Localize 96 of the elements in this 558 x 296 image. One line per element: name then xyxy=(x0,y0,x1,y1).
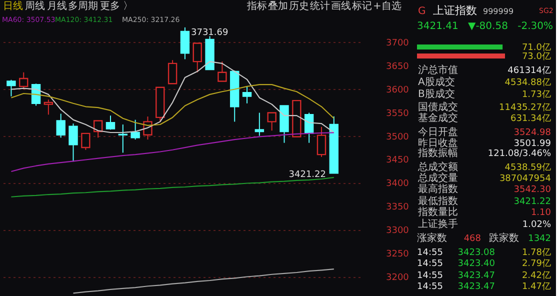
candlestick xyxy=(6,79,16,97)
candlestick xyxy=(267,112,276,132)
text: 3542.30 xyxy=(514,185,552,195)
text: 461314亿 xyxy=(508,65,551,76)
text: +自选 xyxy=(373,0,402,12)
y-tick-label: 3700 xyxy=(386,38,410,48)
candlestick xyxy=(168,60,178,84)
text: 14:55 xyxy=(417,271,443,281)
text: 1.73亿 xyxy=(522,89,551,100)
text: 3423.08 xyxy=(458,248,496,258)
candlestick xyxy=(118,124,128,154)
annotation: 月线 xyxy=(47,0,67,12)
text: 昨日收盘 xyxy=(418,137,458,149)
text: 标记 xyxy=(351,0,372,12)
candlestick xyxy=(192,42,202,73)
text: A股成交 xyxy=(418,76,455,88)
annotation: 日线 xyxy=(3,0,23,12)
text: 2.79亿 xyxy=(522,258,551,269)
annotation: 3731.69 xyxy=(191,28,228,38)
text: B股成交 xyxy=(418,88,455,100)
text: -2.30% xyxy=(518,21,553,32)
text: 631.34亿 xyxy=(510,113,551,124)
annotation: 周线 xyxy=(25,0,45,12)
text: 3524.98 xyxy=(514,128,552,138)
text: 4534.88亿 xyxy=(504,77,551,88)
annotation: 更多 〉 xyxy=(100,0,134,12)
text: 14:55 xyxy=(417,282,443,292)
y-tick-label: 3200 xyxy=(386,273,410,284)
text: 1342 xyxy=(528,234,551,244)
y-tick-label: 3350 xyxy=(386,202,410,213)
candlestick xyxy=(180,26,190,60)
text: 14:55 xyxy=(417,248,443,258)
text: 121.08/3.46% xyxy=(488,149,552,159)
y-tick-label: 3550 xyxy=(386,108,410,119)
annotation: 指标 xyxy=(246,0,267,12)
y-tick-label: 3400 xyxy=(386,179,410,190)
line-series xyxy=(10,176,334,198)
annotation: 3421.22 xyxy=(288,170,326,180)
annotation: 多周期 xyxy=(68,0,98,12)
text: 14:55 xyxy=(417,259,443,269)
text: 总成交量 xyxy=(417,172,458,184)
text: 3423.40 xyxy=(458,259,496,269)
annotation: 历史 xyxy=(289,0,309,12)
y-tick-label: 3450 xyxy=(386,156,410,166)
candlestick xyxy=(56,113,66,138)
text: 11435.27亿 xyxy=(499,102,551,113)
y-tick-label: 3300 xyxy=(386,226,410,236)
candlestick xyxy=(242,86,252,104)
text: 3501.99 xyxy=(514,139,552,149)
data-label: 73.0亿 xyxy=(522,51,551,62)
annotation: 画线 xyxy=(331,0,351,12)
y-tick-label: 3650 xyxy=(386,62,410,72)
candlestick xyxy=(106,115,116,130)
candlestick xyxy=(218,61,227,82)
text: 1.78亿 xyxy=(522,247,551,258)
text: 3421.22 xyxy=(514,197,551,207)
text: ▼-80.58 xyxy=(468,21,508,32)
text: 999999 xyxy=(483,7,514,16)
candlestick xyxy=(254,112,264,136)
line-series xyxy=(72,268,334,294)
text: 跌家数 xyxy=(489,232,519,244)
text: 3423.47 xyxy=(458,282,495,292)
candlestick xyxy=(19,72,28,90)
text: 今日开盘 xyxy=(418,126,458,138)
y-tick-label: 3250 xyxy=(386,250,410,260)
text: 最高指数 xyxy=(418,183,458,195)
text: 国债成交 xyxy=(418,101,458,113)
annotation: 统计 xyxy=(310,0,330,12)
text: 1.10 xyxy=(530,208,552,218)
text: 上证换手 xyxy=(418,218,458,230)
candlestick xyxy=(130,119,140,140)
text: 387047954 xyxy=(499,174,552,184)
text: 上证指数 xyxy=(433,4,477,17)
text: 沪总市值 xyxy=(418,64,458,76)
annotation: 叠加 xyxy=(268,0,288,12)
text: G xyxy=(418,6,426,17)
text: 基金成交 xyxy=(418,112,458,124)
text: 涨家数 xyxy=(417,232,447,244)
text: 4538.59亿 xyxy=(504,162,551,173)
candlestick xyxy=(68,123,78,162)
text: 3423.47 xyxy=(458,271,495,281)
y-tick-label: 3500 xyxy=(386,132,410,142)
y-tick-label: 3600 xyxy=(386,85,410,96)
text: 总成交额 xyxy=(417,161,458,173)
candlestick xyxy=(44,99,54,116)
text: 3421.41 xyxy=(417,21,458,32)
data-label: 71.0亿 xyxy=(522,42,551,53)
text: 2.42亿 xyxy=(522,270,551,281)
text: 1.47亿 xyxy=(522,281,551,292)
text: 指数振幅 xyxy=(417,147,458,159)
text: 468 xyxy=(464,234,482,244)
text: 指数量比 xyxy=(417,206,458,218)
text: 1.02% xyxy=(522,220,552,230)
candlestick xyxy=(316,126,326,158)
candlestick xyxy=(81,132,90,150)
text: 最低指数 xyxy=(418,195,458,207)
